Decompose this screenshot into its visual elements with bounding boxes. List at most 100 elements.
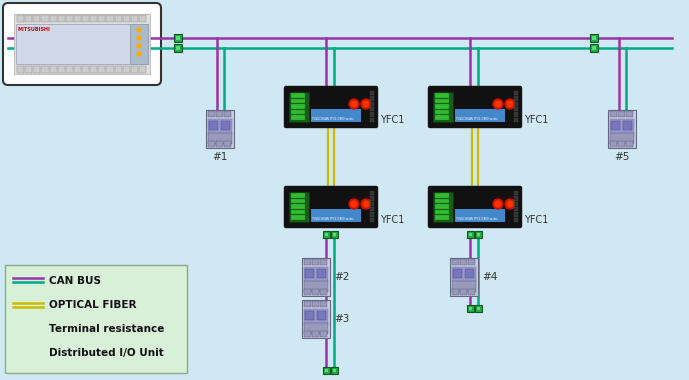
Bar — [58, 15, 65, 22]
Bar — [17, 15, 24, 22]
Bar — [608, 110, 636, 148]
Bar — [289, 192, 309, 222]
Bar — [333, 369, 336, 372]
Bar — [32, 344, 38, 350]
Bar — [610, 119, 634, 134]
Bar — [291, 210, 305, 214]
Bar — [325, 369, 328, 372]
Bar — [206, 110, 234, 148]
Bar — [106, 66, 114, 73]
FancyBboxPatch shape — [3, 3, 161, 85]
Bar — [304, 309, 328, 324]
Bar — [311, 209, 361, 222]
Bar — [312, 259, 319, 265]
Bar — [24, 325, 33, 334]
Bar — [610, 141, 617, 147]
Bar — [74, 66, 81, 73]
Bar — [477, 233, 480, 236]
Bar — [114, 66, 122, 73]
Bar — [370, 196, 374, 201]
Bar — [130, 24, 148, 64]
Bar — [114, 15, 122, 22]
Circle shape — [349, 99, 359, 109]
Bar — [433, 192, 453, 222]
Bar — [50, 15, 56, 22]
Bar — [221, 121, 230, 130]
Circle shape — [507, 201, 513, 207]
Text: #3: #3 — [334, 314, 349, 324]
Bar — [26, 327, 30, 331]
Bar — [452, 259, 459, 265]
Bar — [82, 15, 89, 22]
Bar — [312, 289, 319, 295]
Bar — [370, 191, 374, 195]
Circle shape — [505, 99, 515, 109]
Circle shape — [493, 199, 503, 209]
Bar — [139, 15, 146, 22]
Circle shape — [361, 199, 371, 209]
Bar — [435, 204, 449, 209]
Bar — [291, 93, 305, 98]
Bar — [611, 121, 620, 130]
Text: CAN BUS: CAN BUS — [49, 276, 101, 286]
Bar — [626, 141, 633, 147]
Bar — [317, 269, 326, 278]
Bar — [174, 44, 182, 52]
Bar — [370, 91, 374, 95]
Bar — [453, 269, 462, 278]
Bar — [618, 141, 625, 147]
Bar — [370, 102, 374, 106]
Text: YFC1: YFC1 — [524, 215, 548, 225]
Bar — [209, 121, 218, 130]
Text: #1: #1 — [212, 152, 227, 162]
Bar — [302, 258, 330, 296]
FancyBboxPatch shape — [429, 187, 522, 228]
Bar — [514, 202, 518, 206]
Bar — [514, 102, 518, 106]
Bar — [475, 231, 482, 238]
Text: YULUCHUAN YFC1(CAN) series: YULUCHUAN YFC1(CAN) series — [456, 117, 497, 121]
Bar — [131, 66, 138, 73]
Bar — [435, 98, 449, 103]
Bar — [304, 289, 311, 295]
Bar — [304, 331, 311, 337]
Bar — [208, 119, 232, 134]
Bar — [304, 323, 328, 334]
Circle shape — [137, 36, 141, 40]
Circle shape — [495, 201, 501, 207]
Circle shape — [361, 99, 371, 109]
Bar — [514, 191, 518, 195]
Bar — [435, 210, 449, 214]
Bar — [90, 15, 97, 22]
Text: YULUCHUAN YFC1(CAN) series: YULUCHUAN YFC1(CAN) series — [312, 217, 353, 221]
Bar — [435, 193, 449, 198]
Bar — [82, 66, 89, 73]
Bar — [623, 121, 632, 130]
Bar — [435, 116, 449, 120]
Bar — [99, 66, 105, 73]
Bar — [475, 305, 482, 312]
Bar — [590, 34, 598, 42]
Bar — [370, 112, 374, 117]
Bar — [208, 141, 215, 147]
Bar — [331, 231, 338, 238]
Bar — [291, 199, 305, 203]
Bar — [176, 36, 180, 40]
Bar — [15, 343, 41, 363]
Bar — [176, 46, 180, 50]
Bar — [17, 352, 39, 358]
Bar — [41, 66, 48, 73]
Bar — [123, 66, 130, 73]
Bar — [291, 98, 305, 103]
FancyBboxPatch shape — [5, 265, 187, 373]
Circle shape — [351, 201, 357, 207]
Bar — [514, 118, 518, 122]
Text: YULUCHUAN YFC1(CAN) series: YULUCHUAN YFC1(CAN) series — [312, 117, 353, 121]
Bar — [17, 66, 24, 73]
Bar — [74, 15, 81, 22]
Bar — [468, 259, 475, 265]
Bar — [592, 36, 596, 40]
Bar — [291, 215, 305, 220]
Bar — [17, 356, 23, 362]
Circle shape — [137, 52, 141, 56]
